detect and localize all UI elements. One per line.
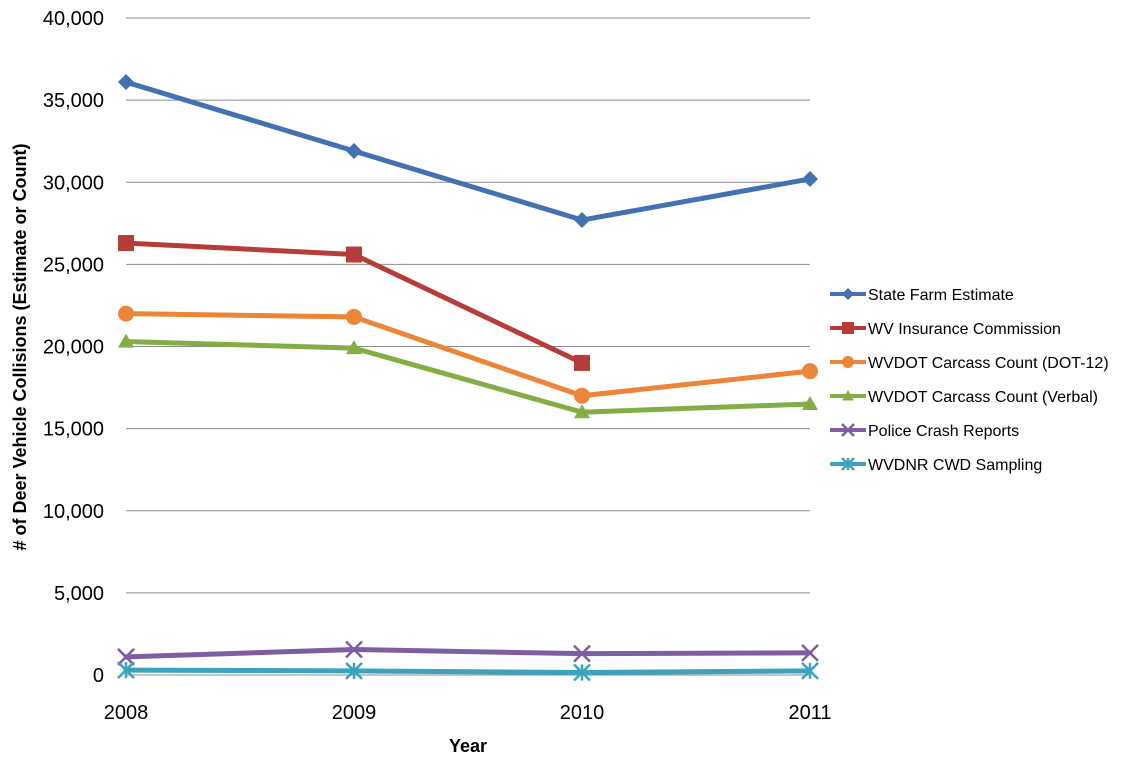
series-wvdot-carcass-count-verbal [118,333,818,419]
data-point-marker [841,423,855,437]
data-point-marker [842,356,854,368]
y-tick-label: 15,000 [43,419,104,441]
series-line [123,79,813,223]
legend: State Farm Estimate WV Insurance Commissi… [830,287,1109,474]
series-line [123,647,813,660]
series-police-crash-reports [117,640,819,666]
legend-label: WV Insurance Commission [868,321,1061,338]
series-wvdnr-cwd-sampling [117,661,819,682]
x-tick-label: 2011 [788,702,831,724]
x-tick-label: 2010 [560,702,605,724]
y-tick-label: 10,000 [43,501,104,523]
legend-entry: WV Insurance Commission [830,321,1061,338]
legend-entry: WVDOT Carcass Count (Verbal) [830,389,1098,406]
series-wvdot-carcass-count-dot-12 [118,305,818,404]
data-point-marker [346,308,362,325]
y-tick-label: 30,000 [43,172,104,194]
data-point-marker [346,340,362,355]
legend-label: WVDOT Carcass Count (Verbal) [868,389,1098,406]
data-point-marker [574,354,590,371]
legend-entry: WVDOT Carcass Count (DOT-12) [830,355,1109,372]
legend-entry: WVDNR CWD Sampling [830,457,1042,474]
legend-label: WVDOT Carcass Count (DOT-12) [868,355,1109,372]
legend-label: Police Crash Reports [868,423,1019,440]
data-point-marker [842,322,854,334]
series-line [123,311,813,399]
legend-entry: Police Crash Reports [830,423,1019,440]
data-point-marker [346,246,362,263]
data-point-marker [574,212,590,229]
legend-entry: State Farm Estimate [830,287,1014,304]
data-point-marker [118,333,134,348]
data-point-marker [573,663,591,682]
series-state-farm-estimate [118,74,818,229]
data-point-marker [842,288,854,300]
y-tick-label: 5,000 [54,583,104,605]
data-point-marker [346,143,362,160]
data-point-marker [573,644,591,663]
data-point-marker [801,643,819,662]
series-lines [117,74,819,682]
data-point-marker [841,457,855,471]
legend-label: State Farm Estimate [868,287,1014,304]
y-axis-title: # of Deer Vehicle Collisions (Estimate o… [10,143,30,550]
series-line [123,667,813,676]
x-axis-title: Year [449,736,487,756]
data-point-marker [345,662,363,680]
data-point-marker [117,661,135,679]
y-tick-label: 25,000 [43,254,104,276]
data-point-marker [118,305,134,322]
data-point-marker [118,74,134,91]
y-tick-label: 0 [93,665,104,687]
y-tick-label: 35,000 [43,90,104,112]
data-point-marker [345,640,363,659]
series-wv-insurance-commission [118,235,590,371]
data-point-marker [802,363,818,380]
data-point-marker [801,662,819,680]
x-axis-tick-labels: 2008 2009 2010 2011 [104,702,832,724]
data-point-marker [118,235,134,252]
legend-label: WVDNR CWD Sampling [868,457,1042,474]
data-point-marker [574,387,590,404]
data-point-marker [117,648,135,666]
y-tick-label: 40,000 [43,8,104,30]
data-point-marker [802,170,818,187]
x-tick-label: 2009 [332,702,377,724]
x-tick-label: 2008 [104,702,149,724]
y-tick-label: 20,000 [43,337,104,359]
data-point-marker [574,404,590,419]
data-point-marker [842,390,854,401]
y-axis-tick-labels: 0 5,000 10,000 15,000 20,000 25,000 30,000 35,0… [43,8,104,687]
data-point-marker [802,395,818,410]
series-line [123,339,813,415]
